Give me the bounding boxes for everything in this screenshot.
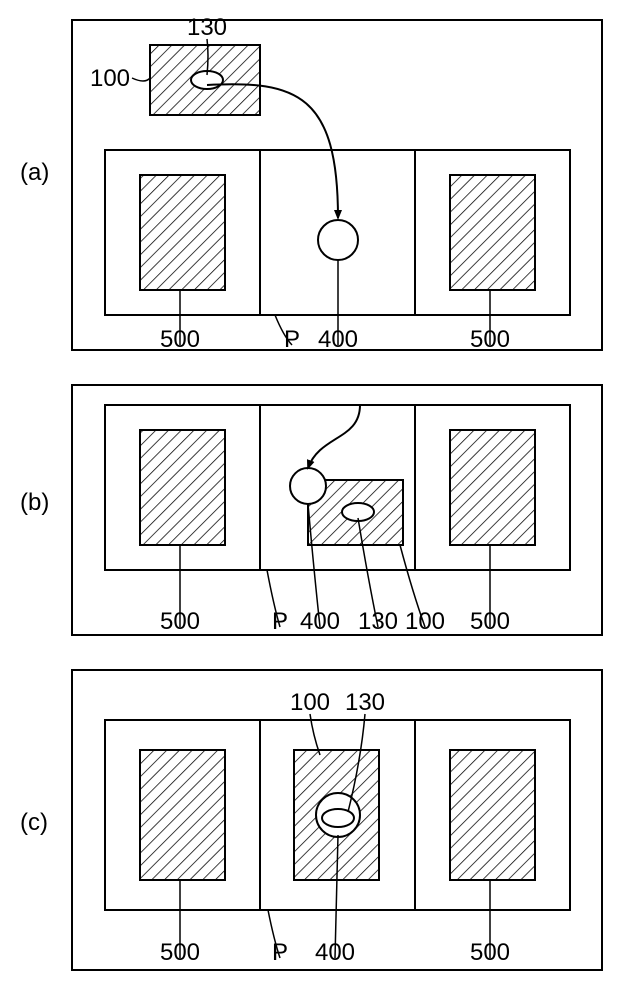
box-500-b-right bbox=[450, 430, 535, 545]
label-p-c: P bbox=[272, 939, 288, 966]
box-500-c-left bbox=[140, 750, 225, 880]
panel-c-label: (c) bbox=[20, 809, 48, 836]
label-400-b: 400 bbox=[300, 608, 340, 635]
label-130-a-top: 130 bbox=[187, 14, 227, 41]
label-500-a-left: 500 bbox=[160, 326, 200, 353]
diagram-canvas: (a)130100500P400500(b)500P400130100500(c… bbox=[0, 0, 644, 1000]
box-500-c-right bbox=[450, 750, 535, 880]
panel-a: (a) 130 100 500 P 400 500 bbox=[20, 14, 602, 353]
leader-100-top bbox=[132, 78, 150, 81]
label-100-b: 100 bbox=[405, 608, 445, 635]
label-100-c-top: 100 bbox=[290, 689, 330, 716]
label-p-b: P bbox=[272, 608, 288, 635]
arrow-b bbox=[308, 405, 360, 468]
panel-b: (b) 500 P 400 130 100 500 bbox=[20, 385, 602, 635]
label-130-c-top: 130 bbox=[345, 689, 385, 716]
panel-c: (c) 100 130 500 P 400 500 bbox=[20, 670, 602, 970]
label-500-a-right: 500 bbox=[470, 326, 510, 353]
circle-400-b bbox=[290, 468, 326, 504]
label-500-c-right: 500 bbox=[470, 939, 510, 966]
label-100-a-top: 100 bbox=[90, 65, 130, 92]
label-500-c-left: 500 bbox=[160, 939, 200, 966]
box-500-a-right bbox=[450, 175, 535, 290]
box-500-a-left bbox=[140, 175, 225, 290]
label-500-b-right: 500 bbox=[470, 608, 510, 635]
label-400-a: 400 bbox=[318, 326, 358, 353]
panel-b-label: (b) bbox=[20, 489, 49, 516]
circle-400-a bbox=[318, 220, 358, 260]
label-130-b: 130 bbox=[358, 608, 398, 635]
label-500-b-left: 500 bbox=[160, 608, 200, 635]
label-p-a: P bbox=[284, 326, 300, 353]
panel-a-label: (a) bbox=[20, 159, 49, 186]
box-500-b-left bbox=[140, 430, 225, 545]
label-400-c: 400 bbox=[315, 939, 355, 966]
